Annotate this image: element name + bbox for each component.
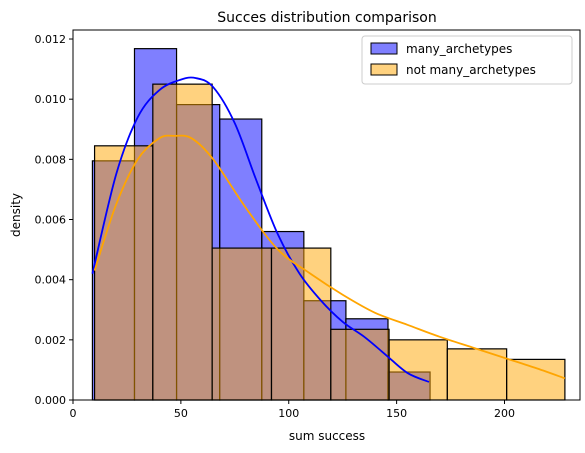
y-tick-label: 0.012	[35, 33, 67, 46]
chart-title: Succes distribution comparison	[217, 10, 437, 26]
x-tick-label: 100	[278, 407, 299, 420]
histogram-bar	[388, 339, 448, 401]
axes: 0 50 100 150 200 0.000 0.002 0.004 0.006 0.008 0.0…	[35, 29, 581, 420]
histogram-bar	[211, 247, 273, 401]
plot-area	[91, 48, 566, 401]
plot-frame	[72, 29, 581, 401]
legend-label: not many_archetypes	[406, 63, 536, 77]
legend-entry: many_archetypes	[370, 42, 512, 56]
y-axis-label: density	[9, 193, 23, 237]
series-0-kde-line	[91, 76, 430, 383]
legend-entry: not many_archetypes	[370, 63, 536, 77]
y-tick-label: 0.004	[35, 274, 67, 287]
histogram-bar	[93, 145, 154, 401]
y-tick-label: 0.010	[35, 93, 67, 106]
legend-label: many_archetypes	[406, 42, 512, 56]
x-axis-label: sum success	[289, 429, 365, 443]
legend-box	[361, 35, 573, 85]
y-tick-label: 0.006	[35, 214, 67, 227]
x-tick-label: 50	[174, 407, 188, 420]
histogram-bar	[270, 247, 332, 401]
histogram-bar	[506, 358, 566, 401]
x-tick-label: 200	[494, 407, 515, 420]
histogram-bar	[152, 83, 213, 401]
x-tick-label: 0	[70, 407, 77, 420]
series-1-bars	[93, 83, 566, 401]
x-tick-label: 150	[386, 407, 407, 420]
legend-swatch	[370, 63, 398, 76]
histogram-bar	[330, 328, 390, 401]
y-tick-label: 0.008	[35, 153, 67, 166]
y-tick-label: 0.002	[35, 334, 67, 347]
series-1-kde-line	[93, 134, 566, 380]
y-tick-label: 0.000	[35, 394, 67, 407]
legend-swatch	[370, 42, 398, 55]
